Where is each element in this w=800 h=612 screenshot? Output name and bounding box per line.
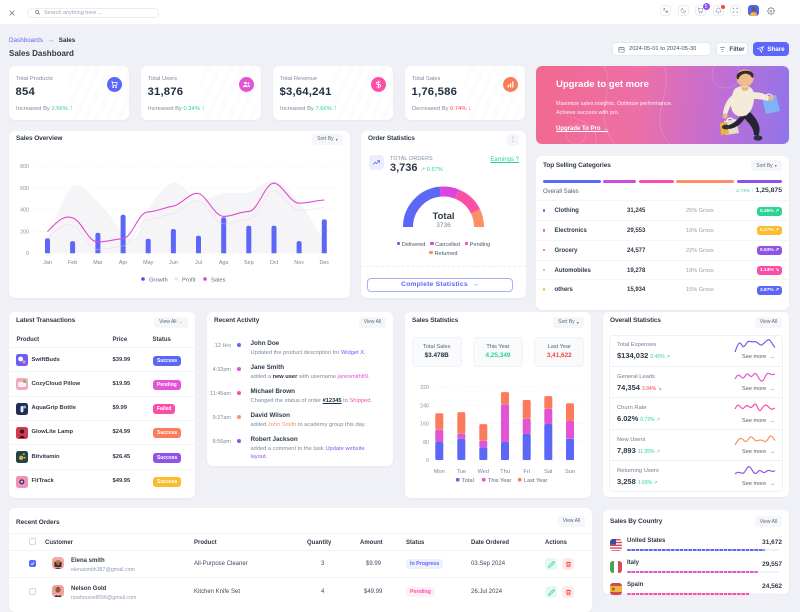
svg-text:240: 240 — [420, 403, 429, 409]
svg-text:Dec: Dec — [320, 260, 330, 266]
svg-text:Profit: Profit — [182, 278, 196, 284]
svg-text:Total: Total — [462, 478, 474, 484]
svg-text:Wed: Wed — [478, 469, 489, 475]
svg-text:Thu: Thu — [500, 469, 510, 475]
svg-text:320: 320 — [420, 385, 429, 391]
svg-text:Nov: Nov — [294, 260, 304, 266]
svg-text:Apr: Apr — [119, 260, 128, 266]
svg-text:80: 80 — [423, 439, 429, 445]
svg-text:Sat: Sat — [544, 469, 553, 475]
svg-text:200: 200 — [20, 229, 29, 235]
svg-text:160: 160 — [420, 421, 429, 427]
svg-text:800: 800 — [20, 164, 29, 170]
svg-text:Mon: Mon — [434, 469, 445, 475]
svg-text:0: 0 — [26, 251, 29, 257]
svg-text:This Year: This Year — [488, 478, 511, 484]
svg-text:Oct: Oct — [270, 260, 279, 266]
svg-text:Sep: Sep — [244, 260, 254, 266]
svg-text:Mar: Mar — [93, 260, 102, 266]
svg-text:600: 600 — [20, 186, 29, 192]
svg-text:Agu: Agu — [219, 260, 229, 266]
svg-text:Feb: Feb — [68, 260, 77, 266]
svg-text:Sales: Sales — [211, 278, 226, 284]
svg-text:Last Year: Last Year — [524, 478, 547, 484]
svg-text:Fri: Fri — [523, 469, 530, 475]
svg-text:Jul: Jul — [195, 260, 202, 266]
svg-text:0: 0 — [426, 458, 429, 464]
svg-text:Growth: Growth — [149, 278, 168, 284]
svg-text:400: 400 — [20, 208, 29, 214]
svg-text:Jan: Jan — [43, 260, 52, 266]
svg-text:Tue: Tue — [457, 469, 466, 475]
svg-text:May: May — [143, 260, 153, 266]
svg-text:Sun: Sun — [565, 469, 575, 475]
svg-text:Jun: Jun — [169, 260, 178, 266]
